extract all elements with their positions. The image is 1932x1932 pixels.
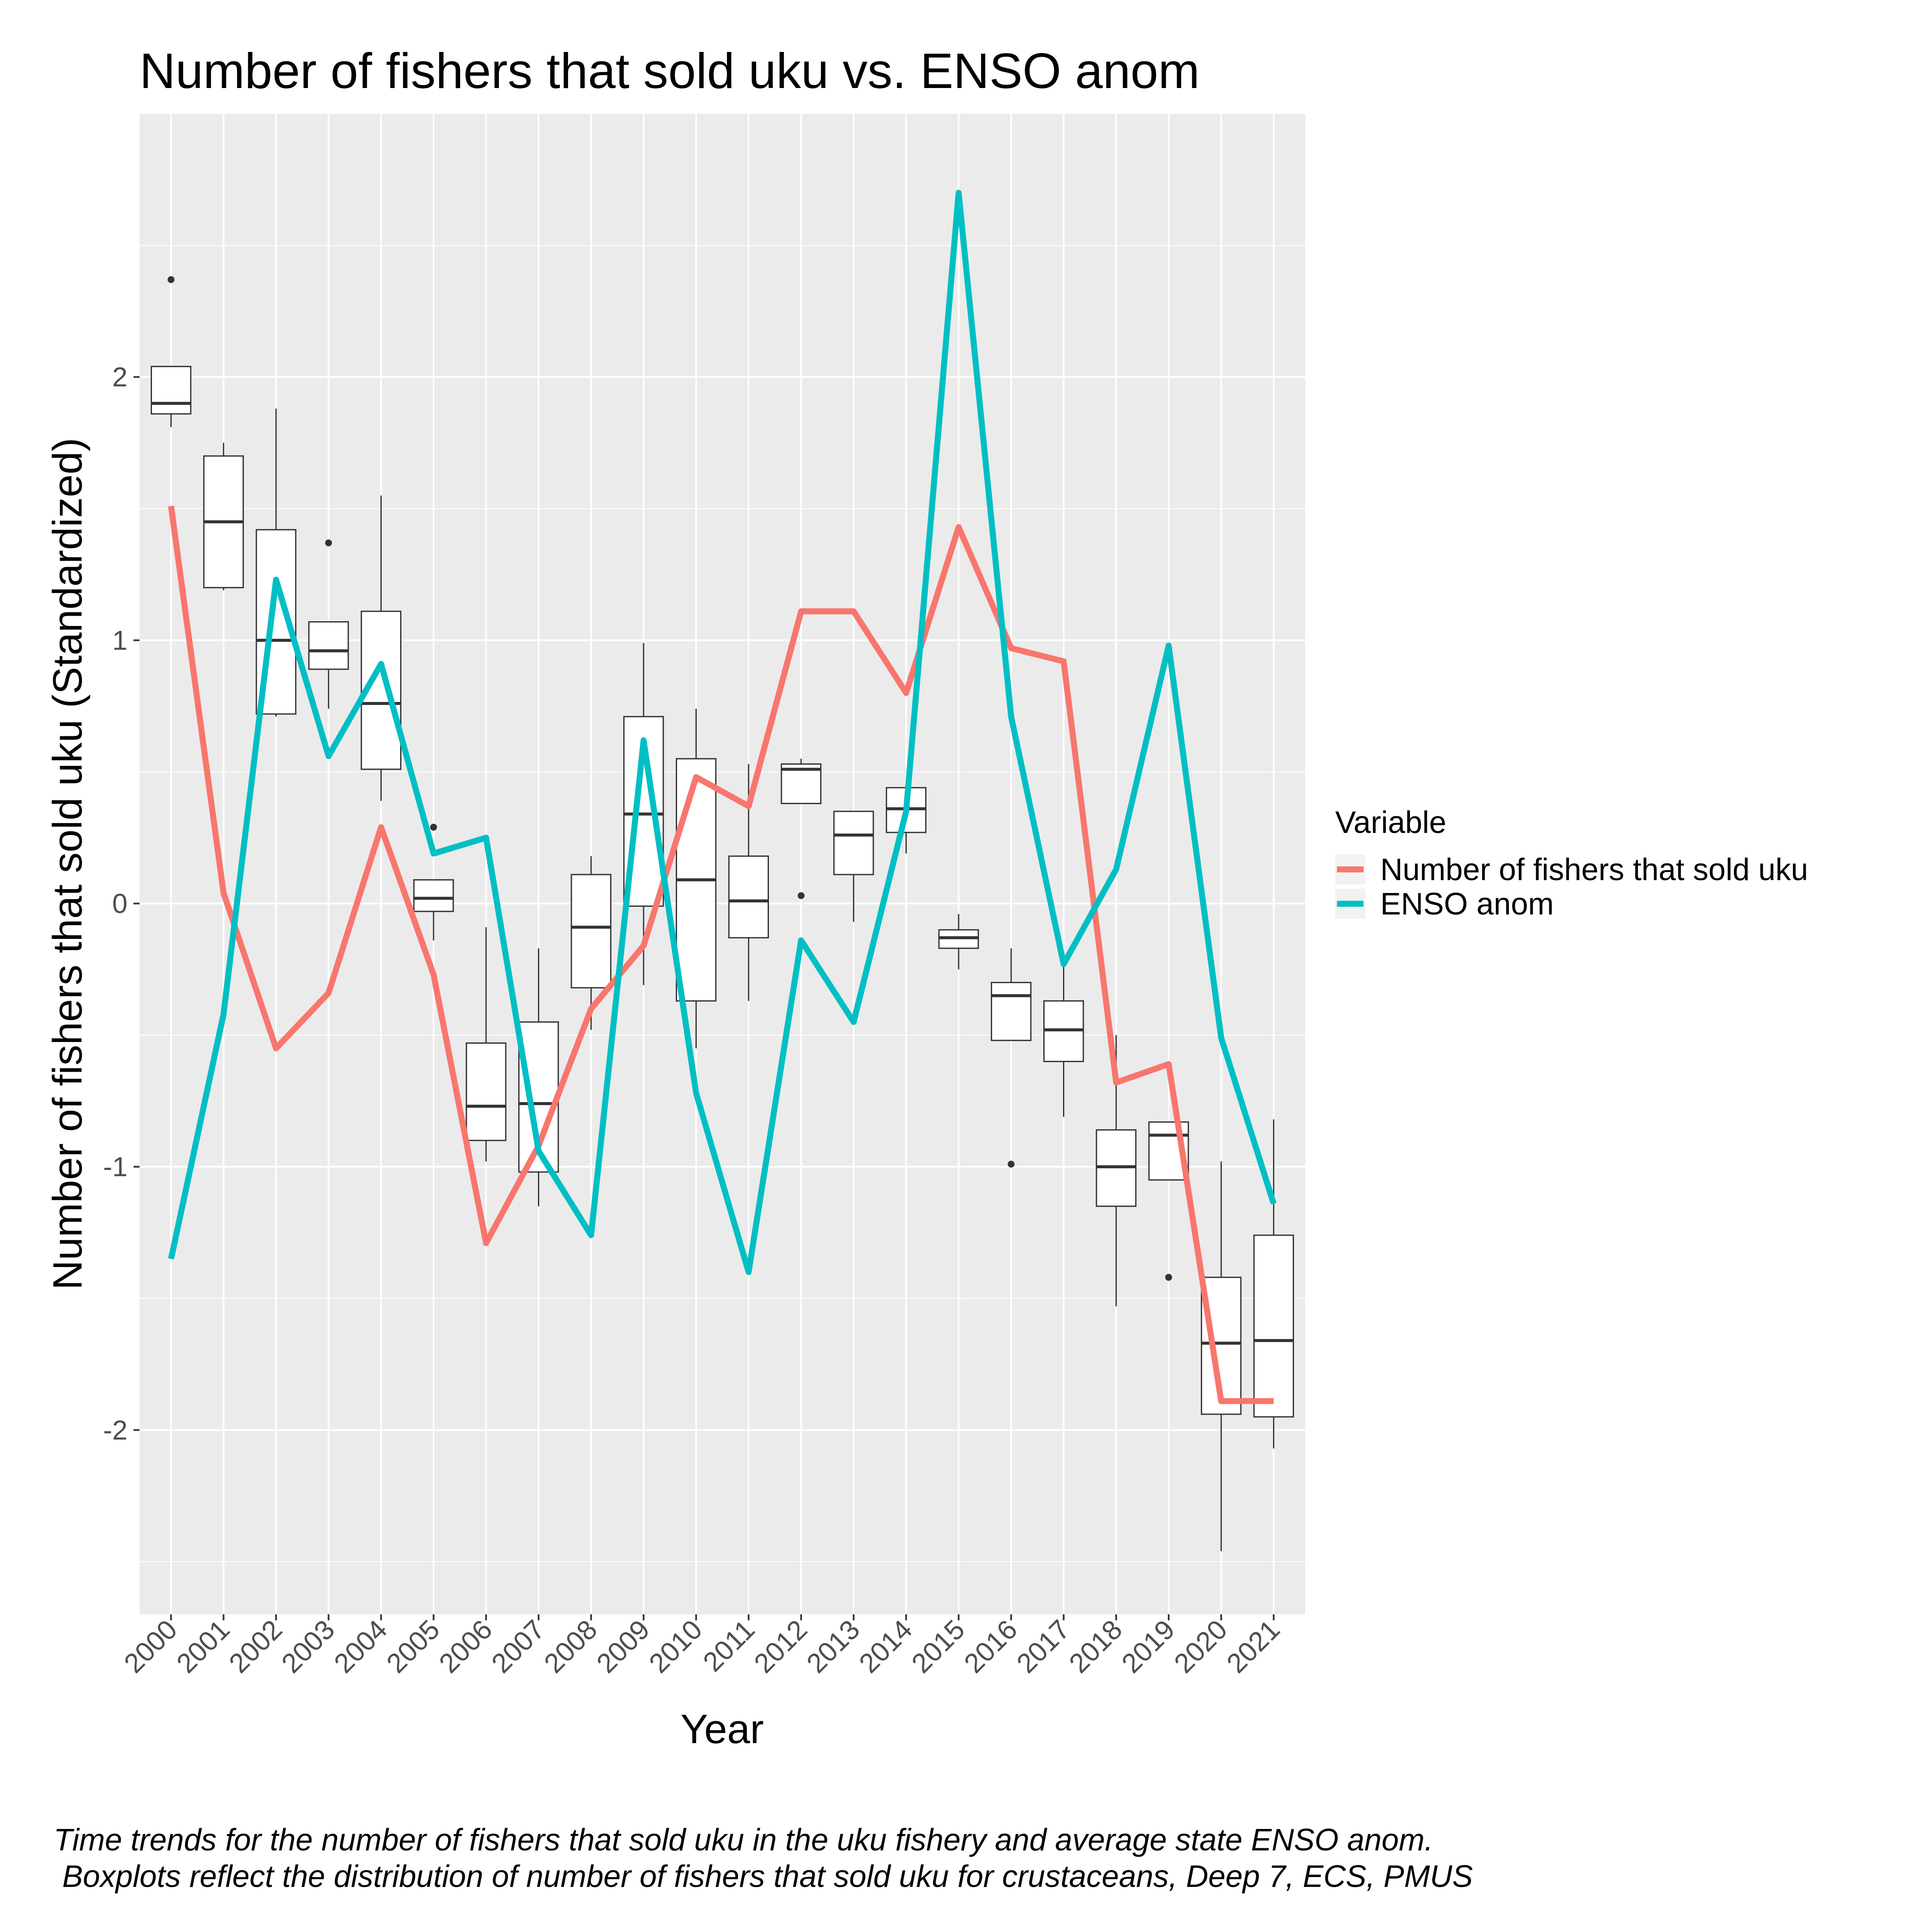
- series-lines: [168, 189, 1277, 1404]
- y-axis-title: Number of fishers that sold uku (Standar…: [45, 438, 91, 1290]
- boxplot-box: [990, 981, 1032, 1041]
- plot-panel: [140, 114, 1305, 1614]
- boxplot: [728, 764, 769, 1001]
- boxplot-outlier: [1165, 1274, 1173, 1281]
- boxplot-box: [728, 855, 769, 939]
- boxplot-box: [413, 879, 454, 912]
- x-tick-label: 2004: [328, 1614, 393, 1679]
- boxplot: [1043, 964, 1084, 1117]
- x-tick-label: 2005: [380, 1614, 446, 1679]
- boxplot: [1096, 1035, 1137, 1306]
- x-tick-label: 2016: [958, 1614, 1023, 1679]
- boxplot: [781, 759, 822, 899]
- boxplots: [151, 276, 1294, 1551]
- caption-line-2: Boxplots reflect the distribution of num…: [54, 1859, 1473, 1894]
- x-tick-label: 2019: [1115, 1614, 1181, 1679]
- series-line-enso: [168, 189, 1277, 1275]
- legend-title: Variable: [1335, 805, 1446, 840]
- x-axis-title: Year: [680, 1706, 764, 1752]
- x-tick-label: 2015: [905, 1614, 971, 1679]
- x-tick-label: 2010: [643, 1614, 708, 1679]
- y-tick-label: 1: [112, 625, 128, 656]
- boxplot-box: [308, 621, 349, 670]
- boxplot-box: [465, 1042, 507, 1141]
- x-tick-label: 2021: [1221, 1614, 1286, 1679]
- x-tick-label: 2007: [486, 1614, 551, 1679]
- boxplot: [465, 927, 507, 1162]
- y-tick-label: -1: [103, 1151, 128, 1182]
- boxplot: [571, 856, 612, 1030]
- boxplot-outlier: [325, 539, 332, 547]
- boxplot-outlier: [1008, 1160, 1015, 1168]
- x-tick-label: 2012: [748, 1614, 813, 1679]
- boxplot-box: [151, 366, 191, 415]
- chart-title: Number of fishers that sold uku vs. ENSO…: [140, 43, 1200, 99]
- x-tick-label: 2020: [1168, 1614, 1233, 1679]
- x-tick-label: 2002: [223, 1614, 288, 1679]
- legend: Variable Number of fishers that sold uku…: [1335, 805, 1808, 921]
- x-tick-label: 2000: [118, 1614, 183, 1679]
- boxplot: [413, 823, 454, 941]
- x-tick-label: 2011: [697, 1614, 760, 1677]
- y-tick-label: 2: [112, 361, 128, 392]
- boxplot: [675, 708, 717, 1048]
- y-tick-label: 0: [112, 888, 128, 919]
- legend-label-fishers: Number of fishers that sold uku: [1380, 853, 1808, 887]
- x-tick-label: 2014: [853, 1614, 918, 1679]
- x-axis: 2000200120022003200420052006200720082009…: [118, 1614, 1286, 1679]
- y-tick-label: -2: [103, 1415, 128, 1446]
- boxplot: [938, 914, 979, 969]
- boxplot: [308, 539, 349, 709]
- boxplot: [151, 276, 191, 427]
- series-line-fishers: [168, 505, 1274, 1404]
- x-tick-label: 2006: [433, 1614, 498, 1679]
- y-axis: -2 -1 0 1 2: [103, 361, 140, 1446]
- boxplot-box: [833, 811, 874, 875]
- boxplot: [1253, 1119, 1294, 1449]
- boxplot-outlier: [797, 892, 805, 899]
- legend-label-enso: ENSO anom: [1380, 887, 1554, 921]
- x-tick-label: 2003: [276, 1614, 341, 1679]
- boxplot: [990, 948, 1032, 1168]
- caption-line-1: Time trends for the number of fishers th…: [54, 1823, 1433, 1857]
- x-tick-label: 2009: [590, 1614, 656, 1679]
- grid-minor: [140, 245, 1305, 1562]
- boxplot-box: [571, 874, 612, 989]
- boxplot: [833, 811, 874, 922]
- boxplot: [203, 443, 244, 590]
- x-tick-label: 2017: [1011, 1614, 1076, 1679]
- x-tick-label: 2008: [538, 1614, 603, 1679]
- boxplot-box: [1253, 1234, 1294, 1418]
- x-tick-label: 2013: [801, 1614, 866, 1679]
- boxplot-outlier: [430, 823, 437, 831]
- x-tick-label: 2018: [1063, 1614, 1128, 1679]
- boxplot-outlier: [167, 276, 175, 283]
- x-tick-label: 2001: [170, 1614, 236, 1679]
